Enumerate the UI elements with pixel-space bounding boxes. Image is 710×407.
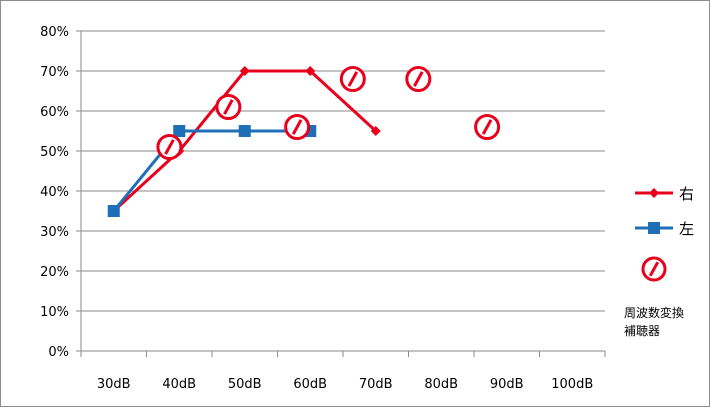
x-tick-label: 70dB bbox=[359, 377, 393, 392]
x-tick-labels: 30dB 40dB 50dB 60dB 70dB 80dB 90dB 100dB bbox=[97, 377, 593, 392]
legend-marker bbox=[648, 222, 660, 234]
series-0 bbox=[108, 66, 381, 216]
legend-label: 右 bbox=[679, 185, 694, 203]
series bbox=[107, 66, 501, 217]
legend-entry-0: 右 bbox=[635, 185, 694, 203]
legend-label: 周波数変換 bbox=[624, 305, 684, 320]
series-line bbox=[112, 69, 377, 213]
marker-slash bbox=[481, 119, 493, 135]
data-point bbox=[284, 114, 311, 140]
data-point bbox=[173, 125, 186, 137]
y-tick-labels: 0% 10% 20% 30% 40% 50% 60% 70% 80% bbox=[40, 25, 69, 360]
series-line bbox=[112, 129, 311, 212]
y-tick-label: 60% bbox=[40, 105, 69, 120]
x-tick-label: 30dB bbox=[97, 377, 131, 392]
data-point bbox=[215, 94, 242, 120]
legend-label-line2: 補聴器 bbox=[624, 324, 660, 338]
marker-slash bbox=[648, 261, 660, 277]
legend-label: 左 bbox=[679, 220, 694, 238]
data-point bbox=[239, 66, 250, 76]
y-tick-label: 40% bbox=[40, 185, 69, 200]
marker-slash bbox=[413, 71, 424, 87]
y-tick-label: 20% bbox=[40, 265, 69, 280]
y-tick-label: 70% bbox=[40, 65, 69, 80]
legend-marker bbox=[649, 188, 659, 198]
series-2 bbox=[156, 66, 501, 160]
data-point bbox=[474, 114, 501, 140]
y-tick-label: 30% bbox=[40, 225, 69, 240]
data-point bbox=[370, 126, 381, 136]
marker-slash bbox=[164, 139, 175, 155]
axes bbox=[76, 30, 606, 357]
y-tick-label: 0% bbox=[48, 345, 69, 360]
x-tick-label: 60dB bbox=[293, 377, 327, 392]
y-tick-label: 10% bbox=[40, 305, 69, 320]
data-point bbox=[156, 134, 183, 160]
data-point bbox=[238, 125, 251, 137]
x-tick-label: 40dB bbox=[162, 377, 196, 392]
x-tick-label: 90dB bbox=[490, 377, 524, 392]
data-point bbox=[107, 205, 120, 217]
data-point bbox=[305, 66, 316, 76]
series-1 bbox=[107, 125, 317, 217]
marker-slash bbox=[291, 119, 303, 135]
marker-slash bbox=[223, 99, 234, 115]
x-tick-label: 50dB bbox=[228, 377, 262, 392]
data-point bbox=[405, 66, 432, 92]
y-tick-label: 80% bbox=[40, 25, 69, 40]
legend-entry-1: 左 bbox=[635, 220, 694, 238]
x-tick-label: 100dB bbox=[551, 377, 593, 392]
marker-slash bbox=[347, 71, 359, 87]
x-tick-label: 80dB bbox=[424, 377, 458, 392]
legend-marker bbox=[641, 256, 667, 282]
y-tick-label: 50% bbox=[40, 145, 69, 160]
data-point bbox=[339, 66, 366, 92]
